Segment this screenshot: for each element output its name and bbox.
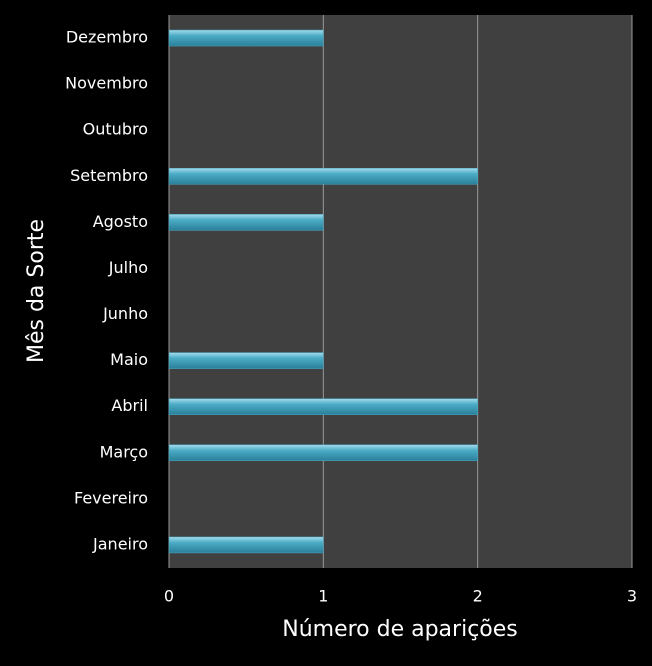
bar: [168, 398, 478, 415]
y-tick-label: Fevereiro: [74, 488, 148, 507]
y-tick-label: Novembro: [65, 74, 148, 93]
bar: [168, 444, 478, 462]
x-axis-title: Número de aparições: [282, 617, 518, 642]
y-tick-label: Outubro: [83, 120, 148, 139]
bar: [168, 536, 324, 554]
y-tick-label: Julho: [108, 258, 148, 277]
x-tick-label: 0: [164, 587, 174, 606]
y-tick-label: Dezembro: [66, 28, 148, 47]
y-tick-label: Agosto: [93, 212, 148, 231]
y-tick-label: Janeiro: [92, 534, 148, 553]
y-axis-title: Mês da Sorte: [24, 219, 49, 363]
y-tick-label: Abril: [111, 396, 148, 415]
bar: [168, 29, 324, 47]
bar: [168, 214, 324, 231]
y-tick-label: Março: [100, 442, 148, 461]
x-tick-label: 1: [318, 587, 328, 606]
x-tick-label: 2: [473, 587, 483, 606]
y-tick-label: Maio: [110, 350, 148, 369]
plot-area: [169, 15, 632, 568]
y-tick-label: Setembro: [70, 166, 148, 185]
x-tick-label: 3: [627, 587, 637, 606]
y-tick-label: Junho: [102, 304, 148, 323]
bar: [168, 352, 324, 369]
bar: [168, 168, 478, 185]
